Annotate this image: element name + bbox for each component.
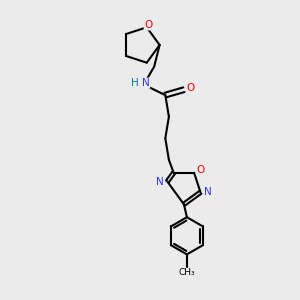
- Text: N: N: [156, 176, 164, 187]
- Text: O: O: [186, 83, 195, 93]
- Text: H: H: [131, 78, 139, 88]
- Text: O: O: [196, 165, 205, 176]
- Text: N: N: [142, 78, 150, 88]
- Text: N: N: [204, 187, 212, 197]
- Text: CH₃: CH₃: [178, 268, 195, 278]
- Text: O: O: [144, 20, 152, 30]
